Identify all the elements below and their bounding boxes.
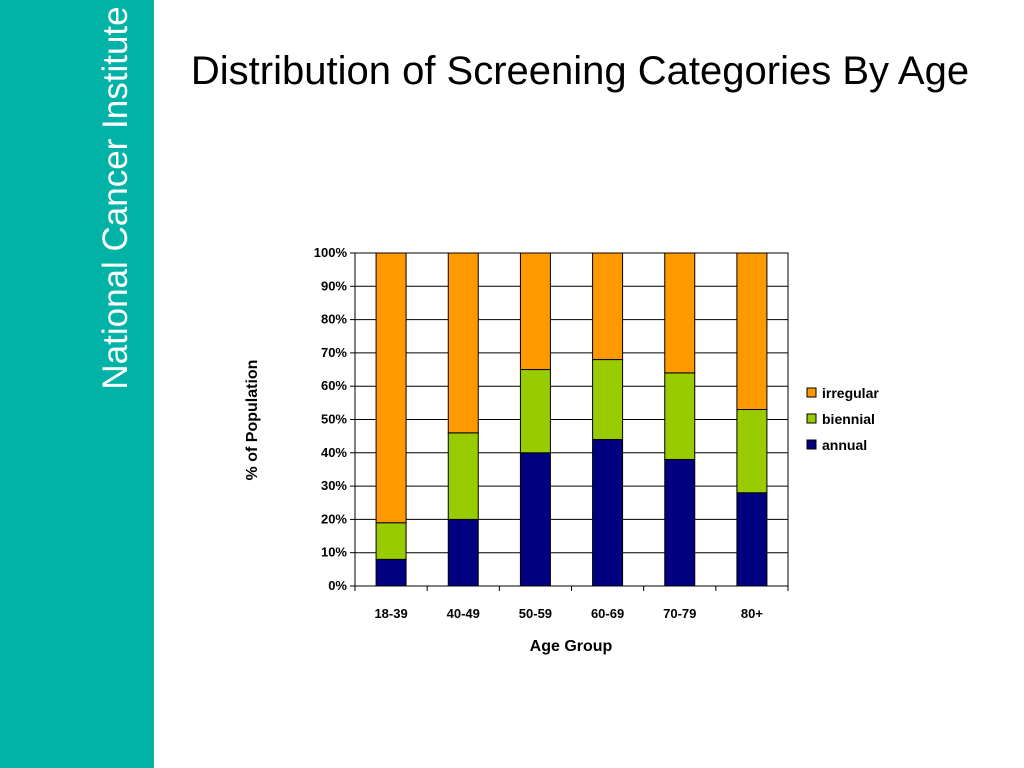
y-axis-title: % of Population [244,360,261,481]
x-tick-label: 70-79 [663,606,696,621]
legend-swatch-annual [806,439,817,450]
bar-segment-irregular-50-59 [519,252,551,371]
bar-segment-annual-18-39 [375,558,407,587]
sidebar-band: National Cancer Institute [0,0,154,768]
y-axis-ticks: 0% 10% 20% 30% 40% 50% 60% 70% 80% 90% 100% [314,245,355,593]
bar-segment-biennial-60-69 [592,359,624,440]
legend-label-annual: annual [822,437,867,453]
bar-segment-irregular-18-39 [375,252,407,524]
y-tick-label: 70% [321,345,347,360]
bar-segment-annual-50-59 [519,452,551,587]
y-tick-label: 30% [321,478,347,493]
bar-segment-irregular-80+ [736,252,768,411]
bar-segment-irregular-60-69 [592,252,624,361]
y-tick-label: 40% [321,445,347,460]
bar-segment-biennial-70-79 [664,372,696,460]
x-tick-label: 40-49 [447,606,480,621]
bar-segment-annual-40-49 [447,518,479,587]
bar-segment-biennial-80+ [736,409,768,494]
bar-segment-biennial-50-59 [519,369,551,454]
bars-group [375,252,768,587]
y-tick-label: 20% [321,511,347,526]
bar-segment-biennial-18-39 [375,522,407,560]
y-tick-label: 90% [321,278,347,293]
x-tick-label: 60-69 [591,606,624,621]
slide-title: Distribution of Screening Categories By … [190,49,970,93]
x-tick-label: 18-39 [374,606,407,621]
y-tick-label: 10% [321,545,347,560]
bar-segment-annual-70-79 [664,458,696,587]
plot-area [354,252,789,587]
bar-segment-annual-80+ [736,492,768,587]
legend-swatch-irregular [806,387,817,398]
bar-segment-irregular-70-79 [664,252,696,374]
legend-label-biennial: biennial [822,411,875,427]
y-tick-label: 80% [321,312,347,327]
bar-segment-annual-60-69 [592,438,624,587]
legend: irregular biennial annual [806,385,879,453]
y-tick-label: 50% [321,412,347,427]
legend-label-irregular: irregular [822,385,879,401]
x-tick-label: 50-59 [519,606,552,621]
y-tick-label: 0% [328,578,347,593]
x-axis-title: Age Group [530,638,613,655]
x-axis-ticks: 18-39 40-49 50-59 60-69 70-79 80+ [354,586,789,621]
bar-segment-irregular-40-49 [447,252,479,434]
legend-swatch-biennial [806,413,817,424]
x-tick-label: 80+ [741,606,763,621]
bar-segment-biennial-40-49 [447,432,479,520]
y-tick-label: 100% [314,245,348,260]
y-tick-label: 60% [321,378,347,393]
